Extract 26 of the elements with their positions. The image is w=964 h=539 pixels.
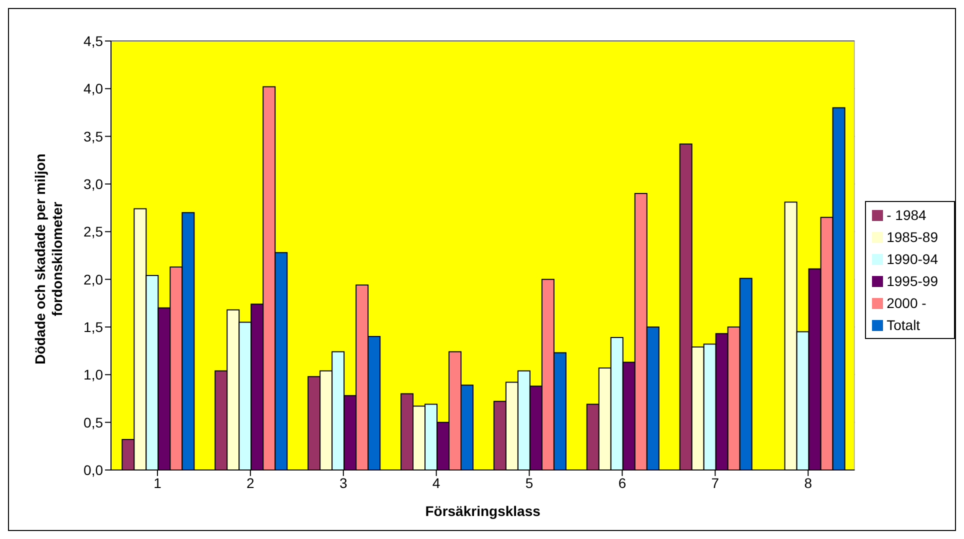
x-tick-label: 8 — [804, 474, 812, 491]
x-tick-label: 2 — [246, 474, 255, 491]
x-axis-title: Försäkringsklass — [425, 503, 541, 519]
y-axis-title: Dödade och skadade per miljon fordonskilometer — [32, 152, 66, 366]
x-tick-label: 1 — [154, 474, 162, 491]
y-tick-label: 2,0 — [84, 271, 104, 288]
y-tick-label: 4,0 — [84, 80, 104, 97]
y-tick-label: 0,5 — [84, 414, 104, 430]
legend-label: 1995-99 — [886, 272, 938, 288]
x-tick-label: 5 — [525, 474, 534, 491]
y-tick-label: 3,5 — [84, 128, 104, 144]
legend-label: 1985-89 — [886, 228, 938, 244]
legend-label: 2000 - — [886, 294, 926, 310]
legend-label: - 1984 — [886, 206, 926, 222]
x-tick-label: 7 — [711, 474, 720, 491]
x-tick-label: 4 — [432, 474, 440, 491]
legend-label: 1990-94 — [886, 250, 938, 266]
x-tick-label: 6 — [618, 474, 626, 491]
y-tick-label: 4,5 — [84, 32, 104, 49]
y-tick-label: 3,0 — [84, 176, 104, 192]
legend-label: Totalt — [886, 316, 920, 332]
y-tick-label: 0,0 — [84, 462, 104, 478]
x-tick-label: 3 — [339, 474, 348, 491]
y-tick-label: 1,0 — [84, 366, 104, 383]
y-tick-label: 1,5 — [84, 318, 104, 335]
y-tick-label: 2,5 — [84, 224, 104, 240]
